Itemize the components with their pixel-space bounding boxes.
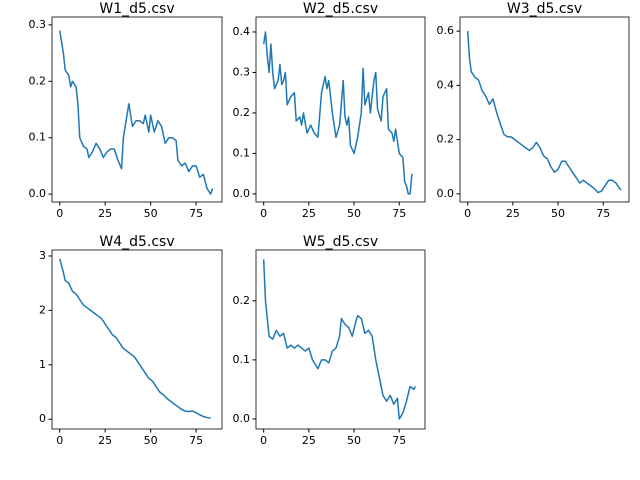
y-tick-label: 0.1 bbox=[29, 131, 47, 144]
x-tick-label: 25 bbox=[302, 207, 316, 220]
x-tick-label: 50 bbox=[347, 434, 361, 447]
x-tick-label: 0 bbox=[260, 207, 267, 220]
x-tick-label: 0 bbox=[260, 434, 267, 447]
x-tick-label: 50 bbox=[144, 434, 158, 447]
x-tick-label: 50 bbox=[347, 207, 361, 220]
data-line bbox=[262, 31, 413, 195]
x-tick-label: 50 bbox=[144, 207, 158, 220]
y-tick-label: 0.0 bbox=[233, 187, 251, 200]
y-tick-label: 0.2 bbox=[29, 74, 47, 87]
axes-frame bbox=[255, 249, 426, 430]
subplot-title: W3_d5.csv bbox=[507, 1, 582, 17]
x-tick-label: 25 bbox=[302, 434, 316, 447]
data-line bbox=[262, 259, 417, 420]
subplot-title: W1_d5.csv bbox=[99, 1, 174, 17]
x-tick-label: 75 bbox=[392, 207, 406, 220]
x-tick-label: 75 bbox=[392, 434, 406, 447]
axes-frame bbox=[459, 16, 630, 203]
y-tick-label: 0.2 bbox=[437, 133, 455, 146]
x-tick-label: 0 bbox=[56, 207, 63, 220]
y-tick-label: 2 bbox=[39, 303, 46, 316]
axes-frame bbox=[255, 16, 426, 203]
y-tick-label: 0.2 bbox=[233, 294, 251, 307]
axes-frame bbox=[51, 249, 223, 430]
x-tick-label: 75 bbox=[189, 434, 203, 447]
y-tick-label: 3 bbox=[39, 249, 46, 262]
y-tick-label: 0.2 bbox=[233, 106, 251, 119]
x-tick-label: 0 bbox=[464, 207, 471, 220]
x-tick-label: 50 bbox=[551, 207, 565, 220]
axes-frame bbox=[51, 16, 223, 203]
subplot-title: W2_d5.csv bbox=[303, 1, 378, 17]
x-tick-label: 0 bbox=[56, 434, 63, 447]
y-tick-label: 0.1 bbox=[233, 353, 251, 366]
y-tick-label: 0.1 bbox=[233, 146, 251, 159]
y-tick-label: 0.4 bbox=[437, 78, 455, 91]
x-tick-label: 75 bbox=[189, 207, 203, 220]
y-tick-label: 0.6 bbox=[437, 24, 455, 37]
y-tick-label: 0.3 bbox=[233, 65, 251, 78]
subplot-title: W4_d5.csv bbox=[99, 234, 174, 250]
x-tick-label: 75 bbox=[596, 207, 610, 220]
x-tick-label: 25 bbox=[506, 207, 520, 220]
subplot-title: W5_d5.csv bbox=[303, 234, 378, 250]
x-tick-label: 25 bbox=[98, 434, 112, 447]
y-tick-label: 0 bbox=[39, 412, 46, 425]
y-tick-label: 0.0 bbox=[29, 187, 47, 200]
y-tick-label: 1 bbox=[39, 358, 46, 371]
x-tick-label: 25 bbox=[98, 207, 112, 220]
y-tick-label: 0.4 bbox=[233, 25, 251, 38]
y-tick-label: 0.0 bbox=[437, 187, 455, 200]
y-tick-label: 0.0 bbox=[233, 412, 251, 425]
data-line bbox=[59, 258, 211, 419]
data-line bbox=[466, 31, 622, 194]
data-line bbox=[58, 30, 214, 195]
y-tick-label: 0.3 bbox=[29, 18, 47, 31]
